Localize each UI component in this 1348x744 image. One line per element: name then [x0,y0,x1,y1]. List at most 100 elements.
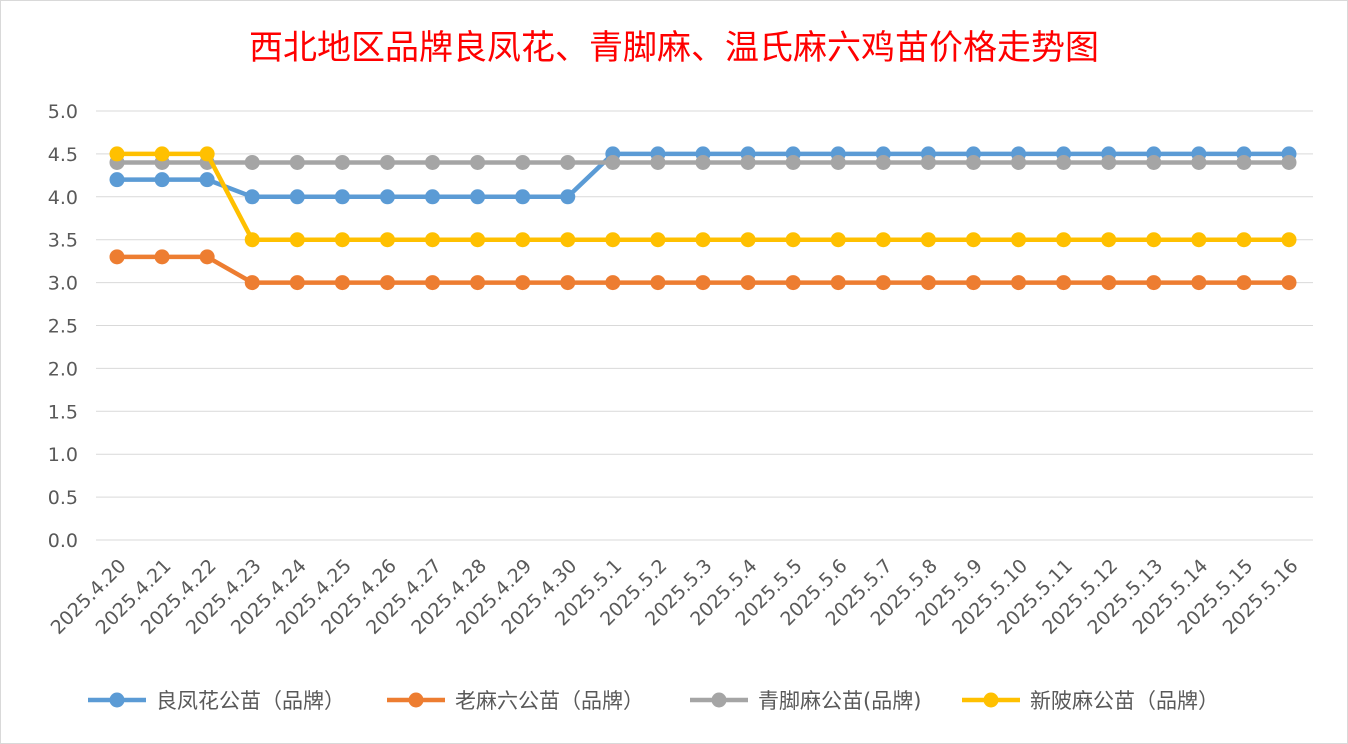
data-point [1101,232,1117,248]
data-point [334,154,350,170]
data-point [560,154,576,170]
data-point [334,232,350,248]
legend-marker [983,692,999,708]
series-4 [109,146,1297,248]
data-point [1281,275,1297,291]
data-point [515,189,531,205]
data-point [109,146,125,162]
data-point [1236,232,1252,248]
series-layer [109,146,1297,291]
data-point [470,275,486,291]
data-point [1056,154,1072,170]
data-point [289,189,305,205]
data-point [109,249,125,265]
data-point [1236,154,1252,170]
data-point [199,146,215,162]
data-point [650,154,666,170]
y-tick-label: 0.0 [48,530,78,552]
data-point [379,189,395,205]
data-point [830,275,846,291]
data-point [695,275,711,291]
data-point [334,275,350,291]
data-point [154,146,170,162]
y-tick-label: 3.5 [48,230,78,252]
legend-label: 良凤花公苗（品牌） [156,689,345,713]
data-point [1281,232,1297,248]
data-point [334,189,350,205]
data-point [605,154,621,170]
data-point [740,275,756,291]
data-point [560,189,576,205]
series-2 [109,249,1297,291]
legend-item-1: 良凤花公苗（品牌） [88,689,345,713]
data-point [875,232,891,248]
legend-item-3: 青脚麻公苗(品牌) [690,689,921,713]
data-point [154,172,170,188]
data-point [154,249,170,265]
y-tick-label: 4.0 [48,187,78,209]
data-point [1011,275,1027,291]
grid-layer [96,110,1313,541]
data-point [425,154,441,170]
legend-item-2: 老麻六公苗（品牌） [387,689,644,713]
data-point [1146,154,1162,170]
y-tick-label: 4.5 [48,144,78,166]
data-point [785,275,801,291]
data-point [425,232,441,248]
data-point [875,154,891,170]
data-point [1191,275,1207,291]
data-point [605,275,621,291]
data-point [379,154,395,170]
data-point [470,189,486,205]
legend-marker [408,692,424,708]
data-point [740,232,756,248]
data-point [785,154,801,170]
data-point [1011,154,1027,170]
data-point [965,275,981,291]
data-point [1191,232,1207,248]
data-point [1011,232,1027,248]
data-point [470,232,486,248]
data-point [1146,275,1162,291]
x-axis-ticks: 2025.4.202025.4.212025.4.222025.4.232025… [47,555,1303,639]
data-point [1191,154,1207,170]
data-point [244,154,260,170]
data-point [199,172,215,188]
data-point [740,154,756,170]
data-point [695,154,711,170]
data-point [379,232,395,248]
data-point [560,232,576,248]
legend-marker [711,692,727,708]
data-point [425,189,441,205]
y-axis-ticks: 0.0 0.5 1.0 1.5 2.0 2.5 3.0 3.5 4.0 4.5 5.0 [48,101,78,552]
legend-label: 青脚麻公苗(品牌) [758,689,921,713]
data-point [1281,154,1297,170]
legend-label: 老麻六公苗（品牌） [455,689,644,713]
data-point [244,275,260,291]
data-point [1146,232,1162,248]
data-point [244,189,260,205]
data-point [515,232,531,248]
data-point [289,154,305,170]
y-tick-label: 2.5 [48,316,78,338]
data-point [379,275,395,291]
y-tick-label: 2.0 [48,358,78,380]
data-point [830,232,846,248]
data-point [650,232,666,248]
series-3 [109,154,1297,170]
data-point [695,232,711,248]
data-point [920,154,936,170]
data-point [605,232,621,248]
data-point [289,232,305,248]
data-point [875,275,891,291]
data-point [289,275,305,291]
data-point [785,232,801,248]
data-point [515,275,531,291]
y-tick-label: 1.5 [48,401,78,423]
y-tick-label: 3.0 [48,273,78,295]
legend-item-4: 新陂麻公苗（品牌） [962,689,1219,713]
data-point [560,275,576,291]
data-point [1056,275,1072,291]
